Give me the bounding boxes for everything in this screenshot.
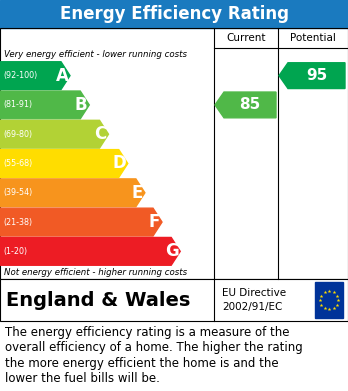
Polygon shape — [0, 237, 180, 265]
Text: (92-100): (92-100) — [3, 71, 37, 80]
Text: 85: 85 — [239, 97, 261, 113]
Polygon shape — [215, 92, 276, 118]
Text: G: G — [165, 242, 179, 260]
Text: A: A — [56, 66, 69, 84]
Polygon shape — [0, 179, 145, 207]
Text: (21-38): (21-38) — [3, 217, 32, 226]
Polygon shape — [279, 63, 345, 88]
Text: 2002/91/EC: 2002/91/EC — [222, 302, 282, 312]
Text: Energy Efficiency Rating: Energy Efficiency Rating — [60, 5, 288, 23]
Text: The energy efficiency rating is a measure of the: The energy efficiency rating is a measur… — [5, 326, 290, 339]
Text: F: F — [148, 213, 160, 231]
Polygon shape — [0, 150, 128, 178]
Text: (39-54): (39-54) — [3, 188, 32, 197]
Polygon shape — [0, 120, 109, 148]
Bar — [0, 0, 348, 28]
Bar — [0, 28, 348, 279]
Text: Current: Current — [226, 33, 266, 43]
Text: (55-68): (55-68) — [3, 159, 32, 168]
Text: the more energy efficient the home is and the: the more energy efficient the home is an… — [5, 357, 279, 370]
Text: 95: 95 — [306, 68, 327, 83]
Polygon shape — [0, 91, 89, 119]
Text: E: E — [131, 184, 143, 202]
Text: C: C — [94, 125, 106, 143]
Text: D: D — [113, 154, 127, 172]
Polygon shape — [0, 62, 70, 90]
Text: (69-80): (69-80) — [3, 130, 32, 139]
Polygon shape — [0, 208, 162, 236]
Text: Potential: Potential — [290, 33, 336, 43]
Bar — [315, 282, 343, 318]
Text: Not energy efficient - higher running costs: Not energy efficient - higher running co… — [4, 268, 187, 277]
Text: England & Wales: England & Wales — [6, 291, 190, 310]
Text: (81-91): (81-91) — [3, 100, 32, 109]
Text: Very energy efficient - lower running costs: Very energy efficient - lower running co… — [4, 50, 187, 59]
Text: lower the fuel bills will be.: lower the fuel bills will be. — [5, 373, 160, 386]
Bar — [0, 279, 348, 321]
Text: (1-20): (1-20) — [3, 247, 27, 256]
Text: B: B — [75, 96, 88, 114]
Text: overall efficiency of a home. The higher the rating: overall efficiency of a home. The higher… — [5, 341, 303, 355]
Text: EU Directive: EU Directive — [222, 288, 286, 298]
